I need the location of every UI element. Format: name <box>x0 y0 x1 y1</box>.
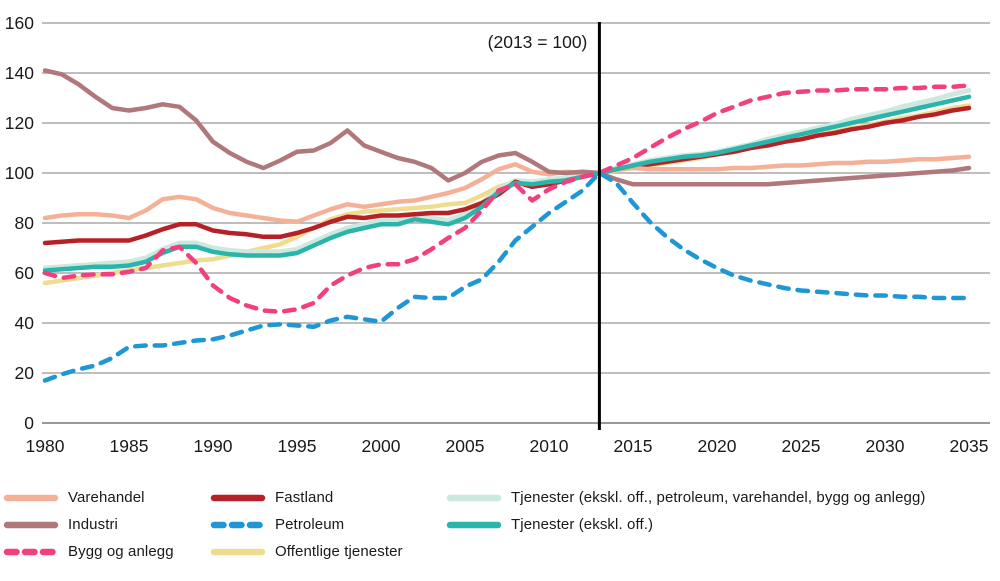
legend-swatch-offentlige-icon <box>210 548 266 555</box>
legend-column-1: Varehandel Industri Bygg og anlegg <box>3 484 174 565</box>
reference-annotation: (2013 = 100) <box>488 32 588 52</box>
y-axis-label: 160 <box>5 13 34 33</box>
legend-item-bygg: Bygg og anlegg <box>3 538 174 565</box>
legend-label-tjenester_eks_alt: Tjenester (ekskl. off., petroleum, vareh… <box>511 489 926 506</box>
x-axis-label: 2000 <box>362 436 401 456</box>
chart-area: 0 20 40 60 80 100 120 140 160 1980 1985 1990 1995 200… <box>5 13 990 456</box>
y-axis-label: 0 <box>24 413 34 433</box>
legend-swatch-industri-icon <box>3 521 59 528</box>
series-line-industri <box>42 68 972 187</box>
legend-item-fastland: Fastland <box>210 484 403 511</box>
chart-legend: Varehandel Industri Bygg og anlegg Fastland… <box>0 462 1000 581</box>
legend-label-petroleum: Petroleum <box>275 516 345 533</box>
x-axis-label: 2035 <box>950 436 989 456</box>
legend-swatch-bygg-icon <box>3 548 59 555</box>
legend-item-industri: Industri <box>3 511 174 538</box>
series-line-bygg <box>42 83 972 315</box>
y-axis-label: 120 <box>5 113 34 133</box>
legend-column-3: Tjenester (ekskl. off., petroleum, vareh… <box>446 484 926 538</box>
x-axis-label: 2025 <box>782 436 821 456</box>
legend-label-varehandel: Varehandel <box>68 489 145 506</box>
y-axis-label: 100 <box>5 163 34 183</box>
legend-item-petroleum: Petroleum <box>210 511 403 538</box>
x-axis-label: 2015 <box>614 436 653 456</box>
x-axis-label: 2010 <box>530 436 569 456</box>
x-axis-label: 2030 <box>866 436 905 456</box>
legend-swatch-petroleum-icon <box>210 521 266 528</box>
legend-item-tjenester_eks_off: Tjenester (ekskl. off.) <box>446 511 926 538</box>
legend-label-bygg: Bygg og anlegg <box>68 543 174 560</box>
legend-swatch-fastland-icon <box>210 494 266 501</box>
series-line-petroleum <box>42 170 972 383</box>
y-axis-label: 60 <box>15 263 35 283</box>
x-axis-label: 2005 <box>446 436 485 456</box>
legend-swatch-tjenester_eks_alt-icon <box>446 494 502 501</box>
legend-label-fastland: Fastland <box>275 489 334 506</box>
y-axis-label: 20 <box>15 363 35 383</box>
y-axis-label: 80 <box>15 213 35 233</box>
x-axis-label: 1995 <box>278 436 317 456</box>
legend-swatch-varehandel-icon <box>3 494 59 501</box>
legend-label-offentlige: Offentlige tjenester <box>275 543 403 560</box>
x-axis-label: 1980 <box>26 436 65 456</box>
y-axis-label: 140 <box>5 63 34 83</box>
legend-item-varehandel: Varehandel <box>3 484 174 511</box>
y-axis-label: 40 <box>15 313 35 333</box>
legend-item-tjenester_eks_alt: Tjenester (ekskl. off., petroleum, vareh… <box>446 484 926 511</box>
x-axis-label: 1990 <box>194 436 233 456</box>
x-axis-label: 1985 <box>110 436 149 456</box>
series-line-varehandel <box>42 154 972 225</box>
legend-label-industri: Industri <box>68 516 118 533</box>
legend-swatch-tjenester_eks_off-icon <box>446 521 502 528</box>
legend-column-2: Fastland Petroleum Offentlige tjenester <box>210 484 403 565</box>
legend-label-tjenester_eks_off: Tjenester (ekskl. off.) <box>511 516 654 533</box>
chart-svg: 0 20 40 60 80 100 120 140 160 1980 1985 1990 1995 200… <box>5 13 990 456</box>
x-axis-label: 2020 <box>698 436 737 456</box>
legend-item-offentlige: Offentlige tjenester <box>210 538 403 565</box>
